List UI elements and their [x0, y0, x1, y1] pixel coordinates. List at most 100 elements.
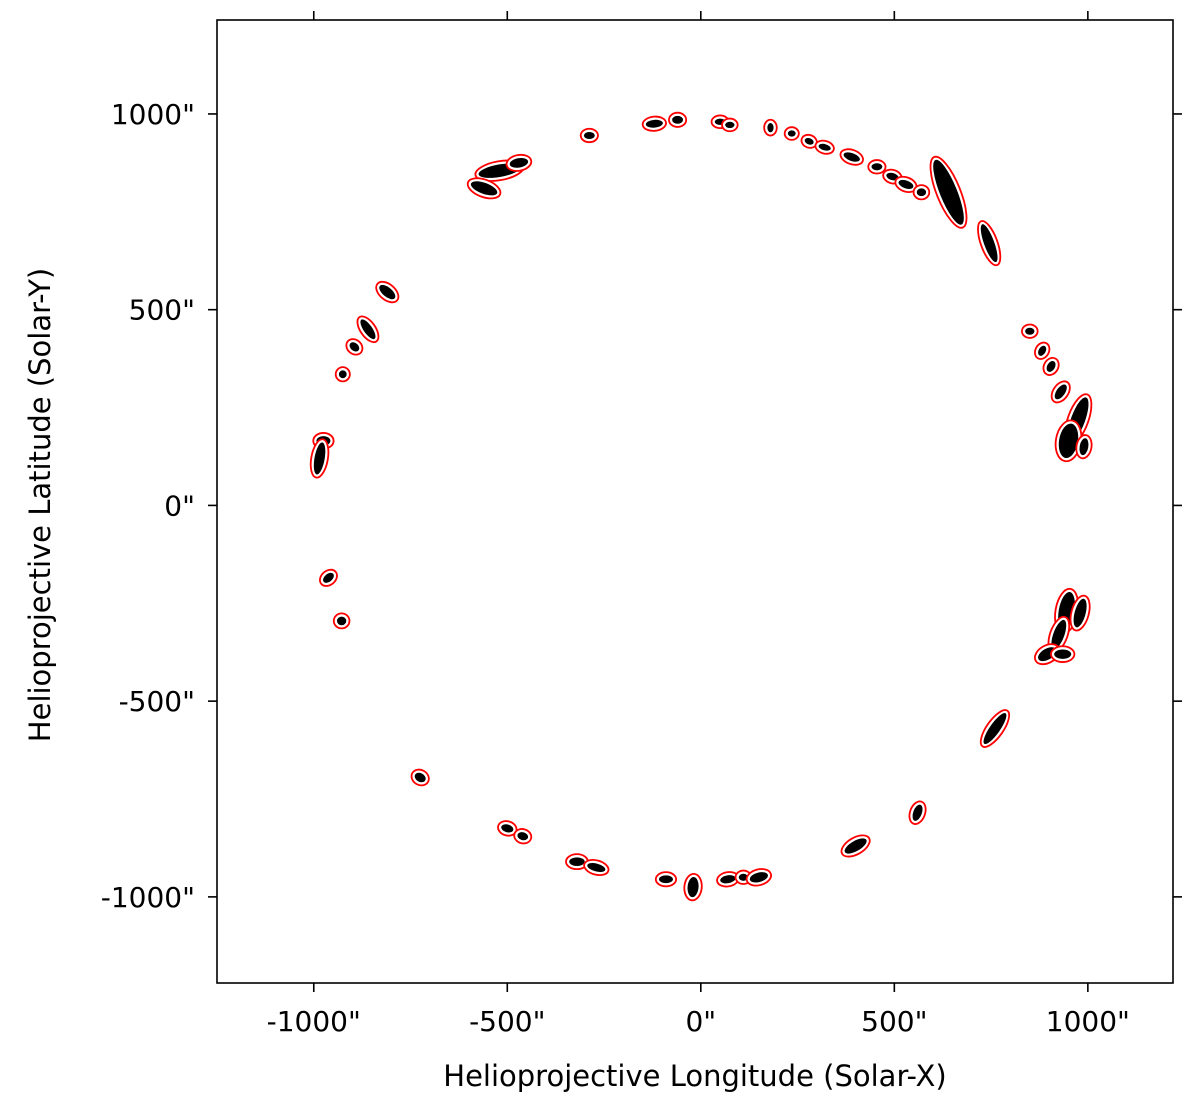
region-fill — [323, 572, 334, 583]
region-fill — [1046, 361, 1056, 372]
region-fill — [1073, 598, 1087, 628]
y-axis-label: Helioprojective Latitude (Solar-Y) — [23, 268, 57, 742]
region-fill — [470, 181, 498, 196]
region-29 — [497, 820, 518, 837]
region-fill — [1079, 438, 1089, 456]
region-28 — [410, 768, 430, 787]
region-fill — [1025, 327, 1035, 335]
region-fill — [349, 342, 360, 352]
region-fill — [517, 832, 529, 841]
region-fill — [843, 152, 860, 162]
region-fill — [1038, 345, 1047, 356]
region-6 — [763, 118, 778, 137]
region-fill — [749, 872, 768, 883]
region-fill — [645, 119, 663, 128]
region-49 — [1069, 594, 1091, 632]
region-40 — [979, 709, 1011, 748]
region-fill — [687, 877, 699, 898]
region-fill — [916, 188, 927, 197]
region-fill — [336, 616, 347, 626]
region-41 — [1021, 323, 1039, 339]
region-2 — [641, 115, 667, 132]
region-fill — [672, 115, 684, 124]
region-fill — [980, 224, 998, 263]
axes-frame — [216, 19, 1174, 984]
region-34 — [683, 872, 703, 902]
region-3 — [668, 111, 688, 128]
y-tick-label: 0" — [164, 489, 195, 522]
region-fill — [912, 804, 923, 821]
region-fill — [725, 121, 735, 129]
region-fill — [767, 122, 774, 133]
region-fill — [720, 875, 736, 884]
y-tick-label: -1000" — [101, 881, 195, 914]
region-27 — [332, 612, 351, 630]
region-fill — [933, 159, 964, 225]
region-5 — [721, 117, 739, 133]
region-25 — [309, 438, 330, 479]
region-fill — [360, 319, 376, 340]
region-43 — [1042, 356, 1060, 376]
region-fill — [1054, 384, 1067, 400]
region-19 — [505, 153, 533, 172]
y-tick-label: -500" — [119, 685, 195, 718]
region-30 — [513, 828, 533, 845]
region-fill — [583, 131, 595, 140]
region-fill — [983, 713, 1007, 745]
region-52 — [1050, 645, 1076, 663]
region-11 — [867, 159, 887, 175]
x-tick-label: 500" — [861, 1005, 927, 1038]
x-tick-label: 0" — [685, 1005, 716, 1038]
x-axis-label: Helioprojective Longitude (Solar-X) — [443, 1059, 946, 1093]
x-tick-label: -1000" — [267, 1005, 361, 1038]
tick-labels-layer: -1000" -500" 0" 500" 1000" 1000" 500" 0" -500" -1… — [101, 98, 1130, 1038]
region-31 — [565, 853, 589, 871]
region-fill — [1051, 619, 1067, 650]
region-22 — [345, 338, 364, 356]
region-33 — [654, 871, 678, 888]
region-7 — [783, 126, 800, 141]
region-20 — [375, 280, 400, 304]
region-38 — [840, 834, 871, 858]
region-16 — [977, 220, 1002, 267]
region-35 — [716, 871, 740, 888]
region-fill — [659, 875, 673, 884]
region-23 — [334, 366, 351, 383]
region-42 — [1034, 341, 1051, 360]
region-fill — [569, 857, 585, 866]
region-fill — [313, 442, 326, 475]
ticks-layer — [208, 11, 1182, 992]
region-37 — [745, 868, 772, 887]
region-26 — [319, 568, 338, 587]
region-10 — [839, 148, 864, 166]
region-fill — [886, 172, 899, 181]
region-fill — [379, 284, 396, 300]
region-fill — [738, 873, 749, 881]
region-14 — [912, 184, 931, 201]
x-tick-label: -500" — [469, 1005, 545, 1038]
region-44 — [1050, 380, 1071, 404]
regions-layer — [309, 111, 1093, 902]
y-tick-label: 1000" — [111, 98, 195, 131]
region-fill — [414, 772, 426, 783]
region-fill — [844, 838, 867, 854]
region-fill — [1054, 649, 1072, 659]
region-21 — [356, 315, 380, 344]
region-fill — [804, 138, 814, 145]
region-fill — [338, 370, 347, 379]
region-fill — [898, 179, 914, 189]
region-9 — [814, 139, 835, 155]
region-46 — [1054, 419, 1083, 463]
region-fill — [787, 130, 796, 137]
region-13 — [894, 175, 918, 193]
region-fill — [509, 157, 529, 168]
region-15 — [929, 155, 968, 229]
region-47 — [1075, 434, 1093, 460]
region-32 — [583, 859, 610, 877]
x-tick-label: 1000" — [1046, 1005, 1130, 1038]
region-18 — [466, 177, 502, 200]
region-39 — [908, 800, 927, 825]
y-tick-label: 500" — [129, 294, 195, 327]
